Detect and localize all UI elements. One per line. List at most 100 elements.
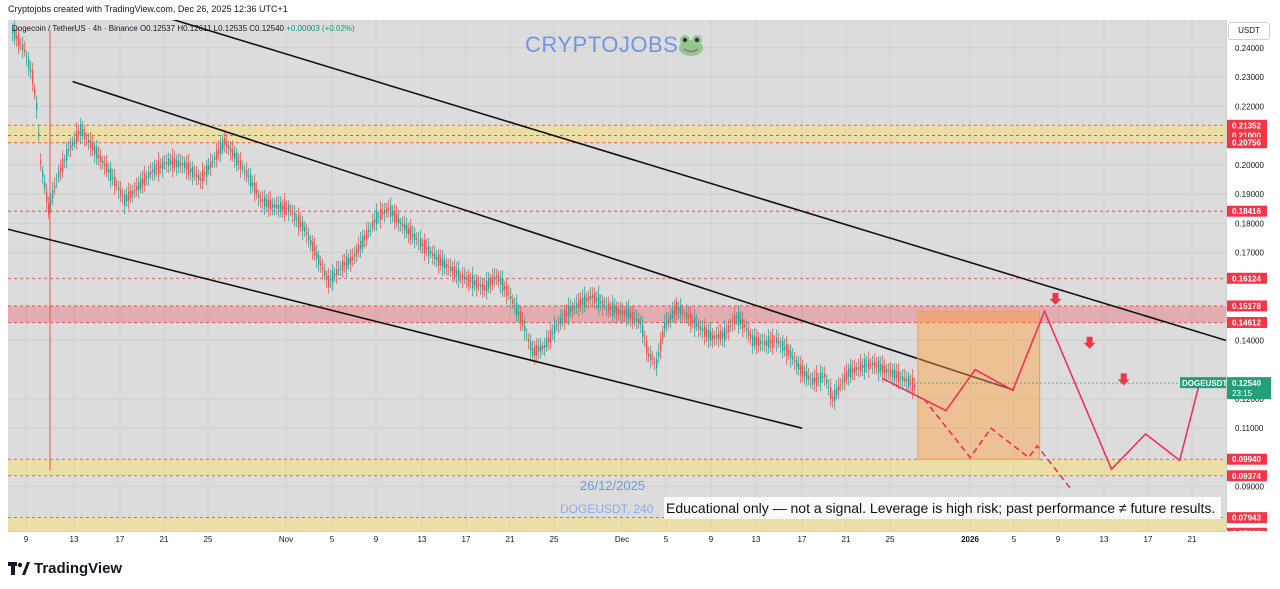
candle-body (252, 182, 254, 187)
candle-body (352, 256, 354, 261)
candle-body (796, 360, 798, 367)
candle-body (358, 244, 360, 252)
price-axis[interactable]: 0.24000 0.23000 0.22000 0.20000 0.19000 0.180… (1226, 20, 1273, 539)
candle-body (560, 317, 562, 325)
candle-body (294, 212, 296, 221)
time-tick-label: 2026 (961, 535, 979, 544)
candle-body (588, 296, 590, 301)
candle-body (740, 319, 742, 324)
candle-body (772, 335, 774, 348)
chart-pane[interactable]: DOGEUSDT (8, 20, 1226, 535)
candle-body (224, 138, 226, 145)
candle-body (372, 220, 374, 228)
candle-body (86, 137, 88, 140)
candle-body (246, 170, 248, 177)
candle-body (140, 178, 142, 189)
candle-body (394, 210, 396, 222)
candle-body (390, 205, 392, 217)
channel-line (8, 228, 803, 429)
symbol-legend[interactable]: Dogecoin / TetherUS · 4h · Binance O0.12… (12, 24, 355, 33)
time-tick-label: 9 (709, 535, 714, 544)
candle-body (476, 280, 478, 288)
candle-body (136, 186, 138, 191)
date-label: 26/12/2025 (580, 478, 646, 493)
candle-body (312, 242, 314, 252)
candle-body (902, 376, 904, 381)
candle-body (156, 167, 158, 170)
candle-body (480, 284, 482, 287)
candle-body (782, 341, 784, 352)
candle-body (666, 320, 668, 325)
candle-body (886, 368, 888, 373)
candle-body (890, 370, 892, 375)
candle-body (792, 356, 794, 360)
candle-body (806, 371, 808, 380)
candle-body (144, 173, 146, 186)
candle-body (680, 306, 682, 316)
candle-body (296, 218, 298, 220)
candle-body (34, 88, 36, 95)
candle-body (368, 230, 370, 232)
candle-body (610, 307, 612, 310)
price-chart[interactable]: DOGEUSDT (8, 20, 1226, 535)
candle-body (862, 364, 864, 368)
candle-body (658, 352, 660, 357)
candle-body (840, 383, 842, 385)
candle-body (42, 170, 44, 177)
candle-body (346, 256, 348, 269)
candle-body (442, 258, 444, 268)
candle-body (570, 306, 572, 313)
candle-body (344, 262, 346, 266)
candle-body (22, 44, 24, 51)
candle-body (686, 312, 688, 319)
time-tick-label: 13 (752, 535, 761, 544)
candle-body (222, 140, 224, 150)
tradingview-logo[interactable]: TradingView (8, 560, 122, 577)
candle-body (12, 27, 14, 33)
candle-body (774, 340, 776, 342)
candle-body (850, 365, 852, 378)
candle-body (832, 396, 834, 402)
candle-body (14, 27, 16, 40)
candle-body (492, 276, 494, 284)
candle-body (810, 379, 812, 380)
candle-body (538, 346, 540, 352)
candle-body (116, 184, 118, 187)
candle-body (506, 285, 508, 297)
candle-body (730, 325, 732, 327)
candle-body (364, 235, 366, 241)
candle-body (146, 176, 148, 179)
candle-body (188, 162, 190, 175)
candle-body (654, 360, 656, 363)
candle-body (216, 150, 218, 160)
candle-body (248, 176, 250, 178)
candle-body (872, 362, 874, 366)
candle-body (704, 326, 706, 337)
candle-body (184, 161, 186, 168)
candle-body (162, 161, 164, 170)
price-level-tag (1227, 453, 1267, 465)
time-axis[interactable]: 9 13 17 21 25 Nov 5 9 13 17 21 25 Dec 5 9 13 17 21 25 2026 5… (8, 531, 1226, 546)
candle-body (516, 303, 518, 316)
candle-body (640, 321, 642, 325)
candle-body (454, 266, 456, 278)
candle-body (540, 345, 542, 352)
candle-body (356, 248, 358, 255)
candle-body (320, 263, 322, 266)
candle-body (28, 58, 30, 70)
candle-body (256, 189, 258, 195)
price-tick-label: 0.11000 (1235, 424, 1264, 433)
candle-body (192, 166, 194, 178)
candle-body (360, 240, 362, 250)
candle-body (616, 307, 618, 316)
candle-body (316, 252, 318, 259)
candle-body (458, 268, 460, 281)
currency-button[interactable]: USDT (1228, 22, 1270, 40)
candle-body (756, 337, 758, 346)
candle-body (282, 205, 284, 210)
time-tick-label: 17 (116, 535, 125, 544)
candle-body (180, 162, 182, 166)
candle-body (800, 364, 802, 375)
time-tick-label: 21 (842, 535, 851, 544)
tradingview-logo-text: TradingView (34, 560, 123, 577)
